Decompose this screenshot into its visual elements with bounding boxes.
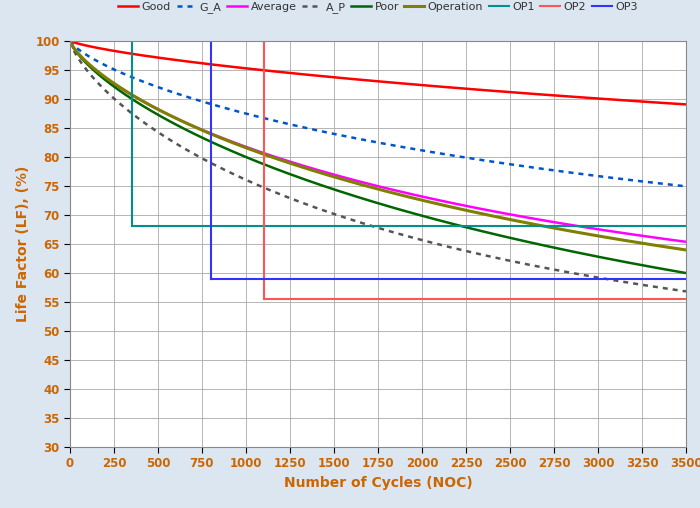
Y-axis label: Life Factor (LF), (%): Life Factor (LF), (%) <box>15 166 29 322</box>
Legend: Good, G_A, Average, A_P, Poor, Operation, OP1, OP2, OP3: Good, G_A, Average, A_P, Poor, Operation… <box>116 0 640 15</box>
X-axis label: Number of Cycles (NOC): Number of Cycles (NOC) <box>284 476 472 490</box>
